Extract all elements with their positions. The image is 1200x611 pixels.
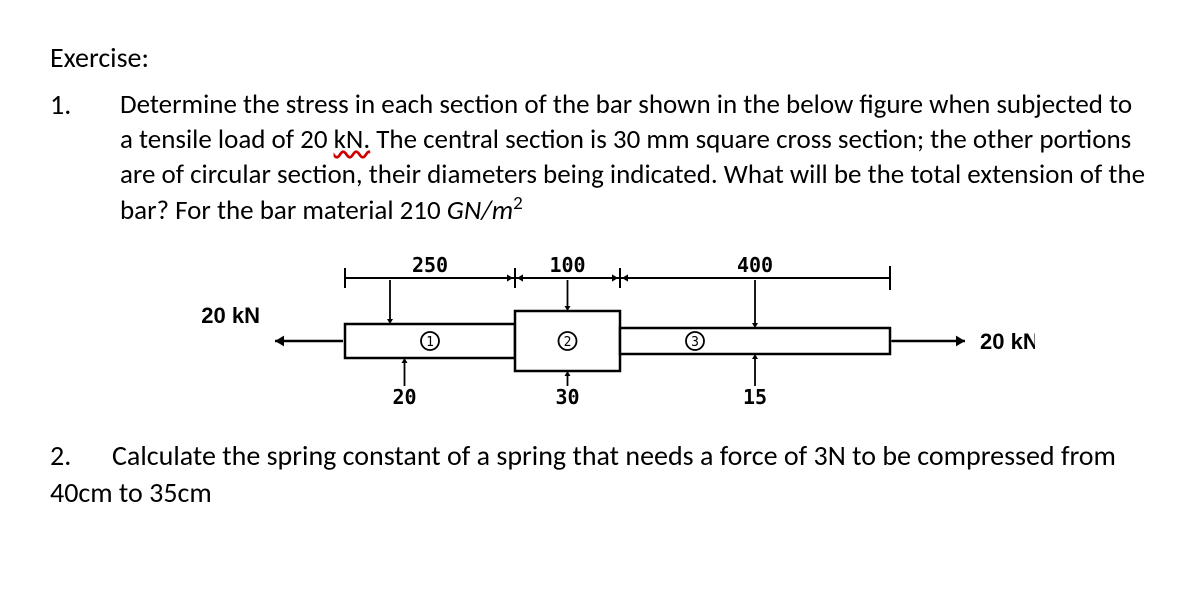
svg-text:20 kN: 20 kN <box>980 329 1035 354</box>
problem-1-units-sup: 2 <box>513 192 523 215</box>
problem-1: 1. Determine the stress in each section … <box>50 87 1150 228</box>
bar-figure: 1 2 3 250 100 400 20 30 15 20 kN 20 kN <box>165 246 1035 426</box>
problem-2-text: Calculate the spring constant of a sprin… <box>50 438 1116 509</box>
problem-1-units: GN/m <box>447 194 513 227</box>
svg-text:400: 400 <box>737 253 773 277</box>
svg-text:15: 15 <box>743 385 767 409</box>
bar-figure-container: 1 2 3 250 100 400 20 30 15 20 kN 20 kN <box>50 246 1150 426</box>
svg-text:30: 30 <box>555 385 579 409</box>
problem-1-kn: kN. <box>334 123 371 156</box>
svg-text:100: 100 <box>549 253 585 277</box>
problem-1-text: Determine the stress in each section of … <box>120 87 1150 228</box>
svg-text:20 kN: 20 kN <box>201 303 260 328</box>
svg-text:1: 1 <box>426 335 434 350</box>
problem-2-number: 2. <box>50 438 112 474</box>
svg-text:20: 20 <box>392 385 416 409</box>
problem-1-number: 1. <box>50 87 120 228</box>
problem-2: 2.Calculate the spring constant of a spr… <box>50 438 1150 511</box>
svg-text:250: 250 <box>412 253 448 277</box>
exercise-heading: Exercise: <box>50 40 1150 75</box>
svg-text:2: 2 <box>564 335 572 350</box>
svg-text:3: 3 <box>691 335 699 350</box>
